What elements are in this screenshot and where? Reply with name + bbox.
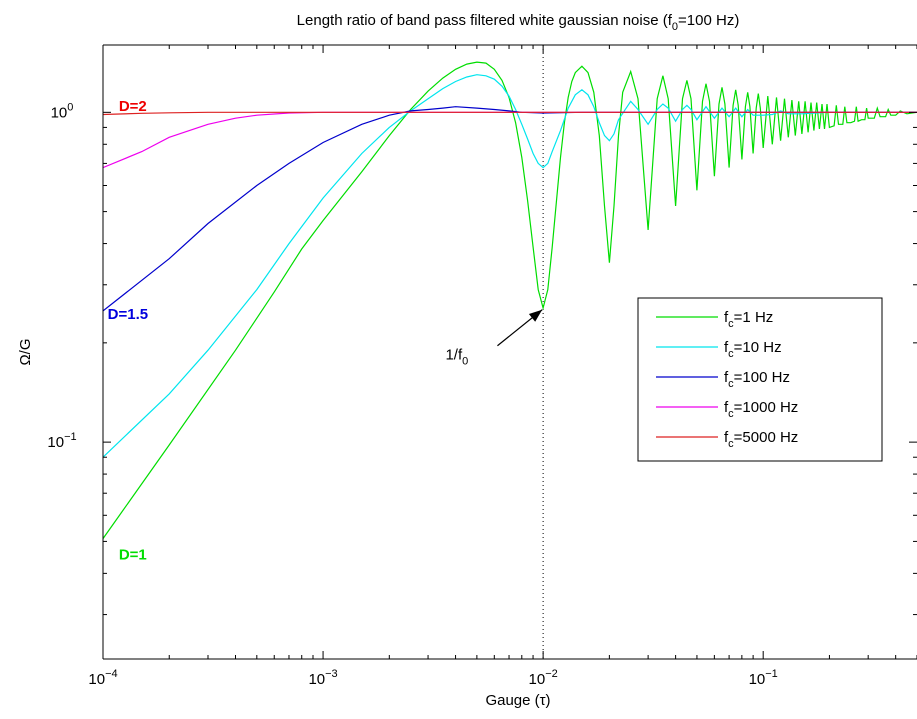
x-tick-label-3: 10−2 <box>529 668 558 688</box>
arrow-head <box>528 309 543 322</box>
tick-layer: 10−4 10−3 10−2 10−1 10−1 100 <box>47 45 917 688</box>
legend-box <box>637 297 883 462</box>
x-tick-label-2: 10−3 <box>308 668 337 688</box>
svg-text:Length ratio of band pass filt: Length ratio of band pass filtered white… <box>297 12 740 33</box>
dimension-label-1: D=2 <box>119 98 147 115</box>
x-tick-label-4: 10−1 <box>749 668 778 688</box>
series-line-1 <box>103 61 917 539</box>
series-line-4 <box>103 111 917 169</box>
title-sub: 0 <box>672 21 678 33</box>
series-line-3 <box>103 106 917 312</box>
plot-area: 10−4 10−3 10−2 10−1 10−1 100 <box>47 44 917 688</box>
y-tick-label-1: 10−1 <box>47 431 76 451</box>
x-axis-label: Gauge (τ) <box>485 692 550 709</box>
annotation-layer: D=2 D=1.5 D=1 1/f0 <box>108 98 543 564</box>
arrow-label: 1/f0 <box>445 347 468 368</box>
y-tick-label-2: 100 <box>51 101 74 121</box>
series-line-5 <box>103 111 917 116</box>
title: Length ratio of band pass filtered white… <box>297 12 740 33</box>
series-layer <box>103 61 917 539</box>
legend-label-4: fc=1000 Hz <box>724 399 798 420</box>
series-line-2 <box>103 74 917 458</box>
legend: fc=1 Hz fc=10 Hz fc=100 Hz fc=1000 Hz fc=500… <box>637 297 883 462</box>
dimension-label-3: D=1 <box>119 547 147 564</box>
dimension-label-2: D=1.5 <box>108 306 148 323</box>
legend-items: fc=1 Hz fc=10 Hz fc=100 Hz fc=1000 Hz fc=500… <box>656 309 798 450</box>
legend-label-3: fc=100 Hz <box>724 369 790 390</box>
y-axis-label: Ω/G <box>17 338 34 365</box>
title-main: Length ratio of band pass filtered white… <box>297 12 673 29</box>
title-tail: =100 Hz) <box>678 12 739 29</box>
axes-box <box>102 44 917 660</box>
legend-label-5: fc=5000 Hz <box>724 429 798 450</box>
x-tick-label-1: 10−4 <box>88 668 117 688</box>
legend-label-1: fc=1 Hz <box>724 309 773 330</box>
legend-label-2: fc=10 Hz <box>724 339 782 360</box>
